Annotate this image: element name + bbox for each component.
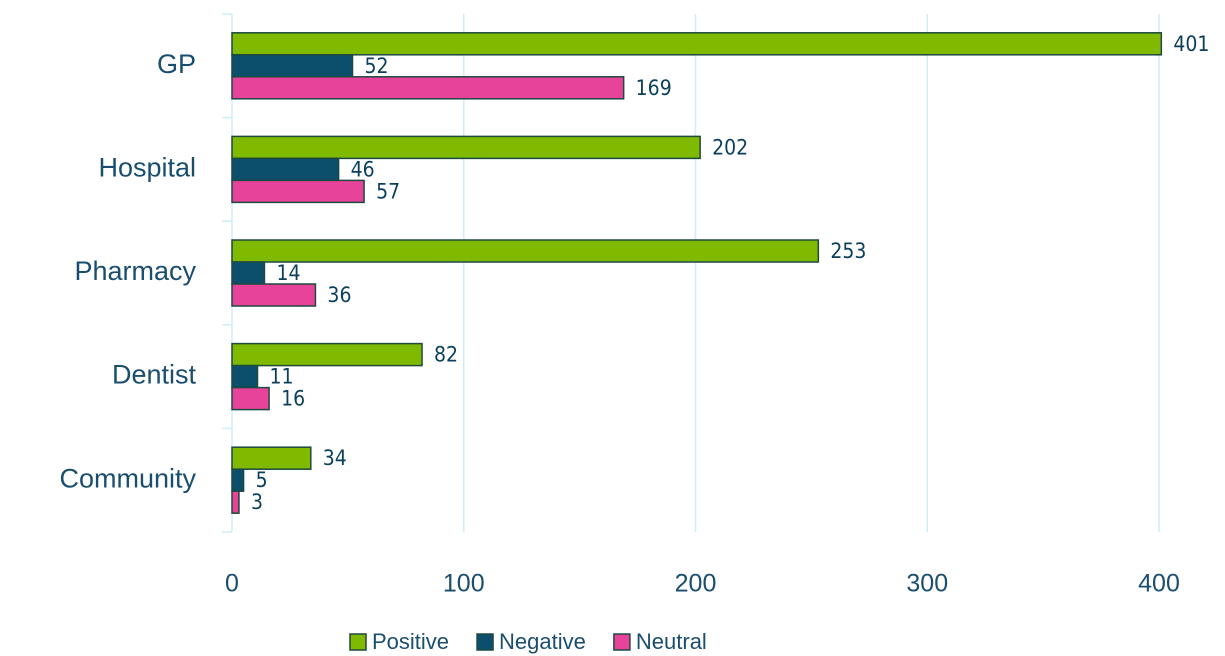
bar	[231, 76, 625, 100]
bar	[231, 342, 423, 367]
x-tick-label: 100	[443, 570, 485, 598]
data-label: 14	[276, 261, 300, 285]
x-tick-label: 400	[1138, 570, 1180, 598]
y-tick-label: Hospital	[98, 153, 196, 183]
bar	[231, 157, 340, 182]
bar	[231, 261, 266, 285]
bar	[231, 386, 270, 411]
x-tick-label: 200	[675, 570, 717, 598]
y-tick-label: Dentist	[112, 360, 197, 390]
x-tick-label: 0	[225, 570, 239, 598]
data-label: 57	[376, 179, 400, 203]
bar	[231, 490, 240, 514]
data-label: 16	[281, 387, 305, 411]
x-tick-label: 300	[906, 570, 948, 598]
legend-label: Neutral	[636, 629, 707, 654]
data-label: 202	[712, 135, 748, 159]
bar	[231, 54, 354, 78]
data-label: 401	[1173, 32, 1209, 56]
bar	[231, 179, 365, 204]
bar	[231, 239, 820, 263]
y-tick-label: Pharmacy	[74, 256, 196, 286]
bar	[231, 446, 312, 470]
data-label: 169	[636, 76, 672, 100]
legend-label: Positive	[372, 629, 449, 654]
bar	[231, 283, 317, 307]
legend-swatch	[349, 633, 367, 651]
data-label: 34	[323, 446, 347, 470]
bar	[231, 364, 259, 389]
data-label: 52	[365, 54, 389, 78]
bar	[231, 135, 701, 160]
legend-swatch	[613, 633, 631, 651]
data-label: 5	[256, 468, 268, 492]
legend-label: Negative	[499, 629, 586, 654]
legend-swatch	[476, 633, 494, 651]
data-label: 82	[434, 343, 458, 367]
data-label: 253	[830, 239, 866, 263]
bar	[231, 32, 1163, 56]
bar	[231, 468, 245, 492]
data-label: 3	[251, 490, 263, 514]
data-label: 11	[269, 365, 293, 389]
y-tick-label: Community	[59, 463, 196, 493]
data-label: 46	[351, 157, 375, 181]
data-label: 36	[327, 283, 351, 307]
y-tick-label: GP	[157, 49, 196, 79]
